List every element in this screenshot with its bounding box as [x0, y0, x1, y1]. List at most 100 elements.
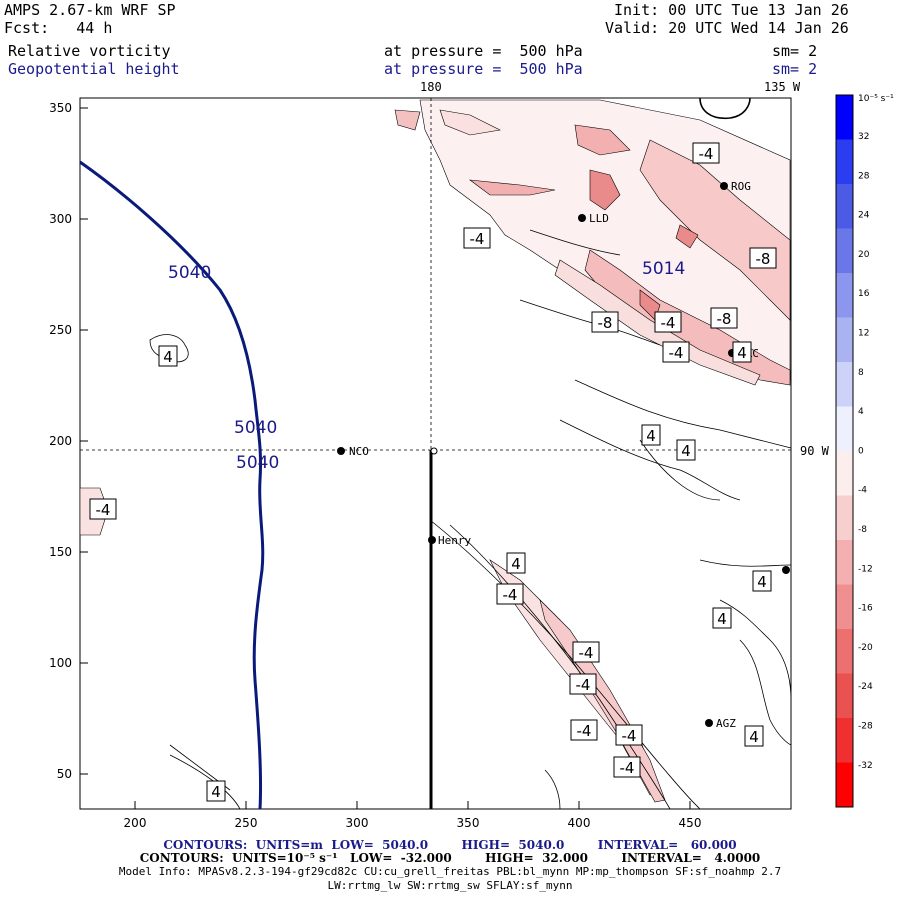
- svg-text:4: 4: [737, 344, 747, 362]
- forecast-hour: Fcst: 44 h: [4, 19, 113, 37]
- field1-smoothing: sm= 2: [772, 42, 818, 60]
- svg-text:4: 4: [163, 348, 173, 366]
- y-tick-label: 300: [49, 212, 72, 226]
- vorticity-label: -4: [615, 724, 643, 746]
- height-contour-5040: [79, 160, 265, 810]
- vorticity-label: -4: [463, 227, 491, 249]
- svg-text:4: 4: [757, 573, 767, 591]
- station-agz: AGZ: [716, 717, 736, 730]
- vorticity-label: -4: [569, 673, 597, 695]
- svg-text:-4: -4: [669, 344, 684, 362]
- colorbar-tick-label: -32: [858, 761, 873, 771]
- lon-label-180: 180: [420, 80, 442, 94]
- south-pole-marker: [430, 447, 438, 455]
- lon-label-135w: 135 W: [764, 80, 801, 94]
- field1-name: Relative vorticity: [8, 42, 171, 60]
- colorbar-swatch: [836, 762, 853, 808]
- colorbar-tick-label: -8: [858, 525, 867, 535]
- colorbar-swatch: [836, 184, 853, 229]
- vorticity-label: 4: [732, 341, 752, 363]
- colorbar-tick-label: -12: [858, 564, 873, 574]
- colorbar: 32 28 24 20 16 12 8 4 0 -4 -8 -12 -16 -20 -24 -28 -32: [835, 94, 873, 808]
- station-lld: LLD: [589, 212, 609, 225]
- svg-text:-4: -4: [576, 676, 591, 694]
- colorbar-swatch: [836, 584, 853, 630]
- colorbar-swatch: [836, 718, 853, 763]
- coastline: [699, 97, 751, 120]
- vorticity-label: 4: [158, 345, 178, 367]
- vorticity-label: -8: [591, 311, 619, 333]
- vorticity-label: -4: [662, 341, 690, 363]
- vorticity-label: 4: [506, 552, 526, 574]
- model-title: AMPS 2.67-km WRF SP: [4, 1, 176, 19]
- svg-text:-8: -8: [598, 314, 613, 332]
- colorbar-swatch: [836, 317, 853, 363]
- colorbar-swatch: [836, 673, 853, 719]
- colorbar-swatch: [836, 228, 853, 274]
- colorbar-swatch: [836, 451, 853, 496]
- colorbar-tick-label: 8: [858, 368, 864, 378]
- valid-time: Valid: 20 UTC Wed 14 Jan 26: [605, 19, 849, 37]
- svg-text:4: 4: [511, 555, 521, 573]
- vorticity-label: -4: [496, 583, 524, 605]
- colorbar-tick-label: 0: [858, 446, 864, 456]
- colorbar-swatch: [836, 273, 853, 318]
- y-tick-label: 150: [49, 545, 72, 559]
- x-tick-label: 450: [679, 816, 702, 830]
- vorticity-label: 4: [676, 439, 696, 461]
- colorbar-tick-label: 20: [858, 250, 870, 260]
- colorbar-tick-label: -20: [858, 643, 873, 653]
- svg-text:4: 4: [749, 728, 759, 746]
- map-axes: 200 250 300 350 400 450 350 300 250 200 150 100 50: [49, 101, 701, 830]
- colorbar-swatch: [836, 495, 853, 541]
- field2-level: at pressure = 500 hPa: [384, 60, 583, 78]
- svg-text:-4: -4: [622, 727, 637, 745]
- lat-label-90w: 90 W: [800, 444, 830, 458]
- colorbar-tick-label: -24: [858, 682, 873, 692]
- svg-text:-4: -4: [661, 314, 676, 332]
- footer-height-contours: CONTOURS: UNITS=m LOW= 5040.0 HIGH= 5040…: [163, 838, 737, 852]
- y-tick-label: 250: [49, 323, 72, 337]
- colorbar-tick-label: 16: [858, 289, 870, 299]
- svg-text:4: 4: [681, 442, 691, 460]
- station-henry: Henry: [438, 534, 471, 547]
- colorbar-swatch: [836, 629, 853, 674]
- footer-radiation-info: LW:rrtmg_lw SW:rrtmg_sw SFLAY:sf_mynn: [327, 879, 573, 892]
- vorticity-label: -4: [654, 311, 682, 333]
- svg-text:-4: -4: [620, 759, 635, 777]
- y-tick-label: 200: [49, 434, 72, 448]
- colorbar-swatch: [836, 406, 853, 452]
- vorticity-label: -4: [570, 719, 598, 741]
- colorbar-tick-label: 24: [858, 211, 870, 221]
- vorticity-label: -8: [710, 307, 738, 329]
- y-tick-label: 50: [57, 767, 72, 781]
- svg-text:4: 4: [646, 427, 656, 445]
- x-tick-label: 250: [235, 816, 258, 830]
- colorbar-tick-label: 28: [858, 171, 870, 181]
- colorbar-swatch: [836, 362, 853, 407]
- colorbar-tick-label: -16: [858, 604, 873, 614]
- vorticity-label: -4: [613, 756, 641, 778]
- vorticity-label: 4: [641, 424, 661, 446]
- svg-text:-4: -4: [699, 145, 714, 163]
- svg-text:-4: -4: [470, 230, 485, 248]
- height-label-3: 5040: [236, 453, 279, 473]
- vorticity-label: -4: [692, 142, 720, 164]
- height-label-2: 5040: [234, 418, 277, 438]
- station-nco: NCO: [349, 445, 369, 458]
- colorbar-swatch: [836, 540, 853, 585]
- svg-text:-4: -4: [577, 722, 592, 740]
- station-rog: ROG: [731, 180, 751, 193]
- height-label-1: 5040: [168, 263, 211, 283]
- svg-text:4: 4: [211, 783, 221, 801]
- svg-text:-4: -4: [96, 501, 111, 519]
- svg-text:4: 4: [717, 610, 727, 628]
- x-tick-label: 300: [346, 816, 369, 830]
- colorbar-tick-label: 32: [858, 132, 869, 142]
- field1-level: at pressure = 500 hPa: [384, 42, 583, 60]
- footer-vorticity-contours: CONTOURS: UNITS=10⁻⁵ s⁻¹ LOW= -32.000 HI…: [139, 851, 761, 865]
- field2-name: Geopotential height: [8, 60, 180, 78]
- vorticity-label: -4: [572, 641, 600, 663]
- colorbar-tick-label: -28: [858, 722, 873, 732]
